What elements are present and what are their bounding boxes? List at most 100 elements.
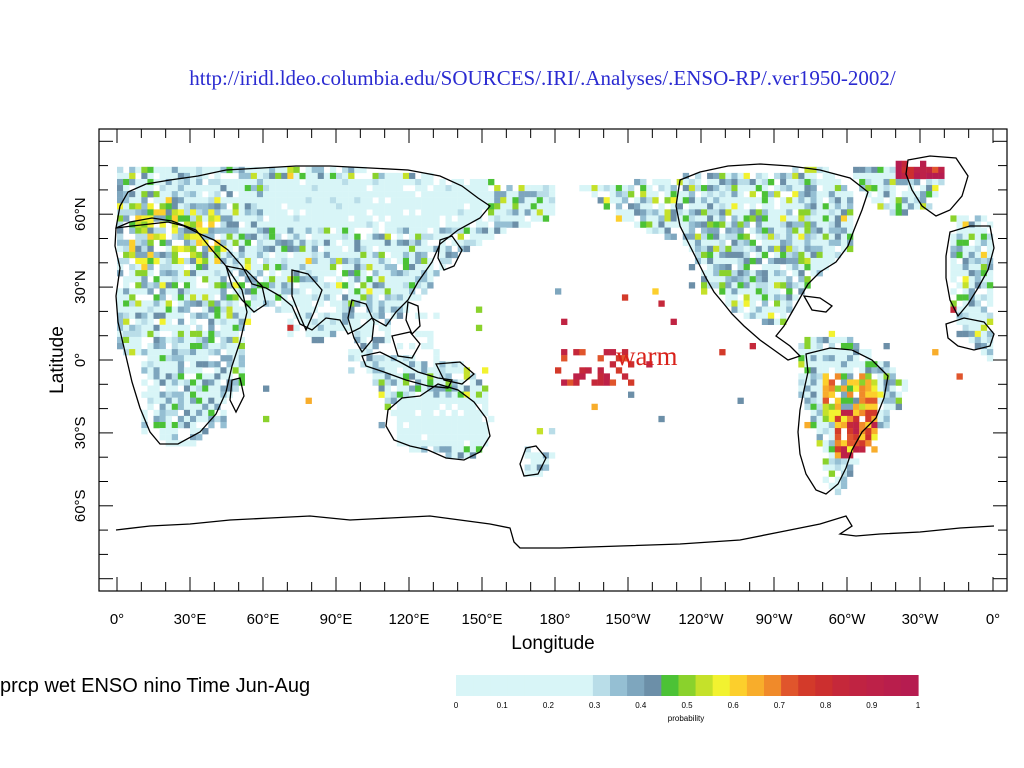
grid-cell — [232, 300, 239, 307]
grid-cell — [542, 203, 550, 210]
grid-cell — [907, 191, 915, 198]
grid-cell — [871, 434, 878, 441]
grid-cell — [293, 172, 300, 180]
grid-cell — [840, 452, 848, 459]
grid-cell — [877, 191, 884, 198]
grid-cell — [810, 336, 817, 344]
grid-cell — [190, 434, 197, 441]
grid-cell — [147, 355, 154, 362]
grid-cell — [688, 197, 696, 204]
grid-cell — [250, 178, 258, 186]
grid-cell — [469, 178, 477, 186]
grid-cell — [159, 185, 166, 192]
grid-cell — [129, 221, 136, 228]
grid-cell — [956, 239, 963, 247]
grid-cell — [342, 172, 349, 180]
grid-cell — [390, 288, 398, 295]
grid-cell — [250, 185, 258, 192]
grid-cell — [847, 446, 854, 453]
grid-cell — [980, 257, 988, 265]
grid-cell — [804, 251, 811, 259]
grid-cell — [725, 251, 732, 259]
grid-cell — [196, 342, 203, 350]
y-tick-label: 30°N — [72, 270, 89, 304]
grid-cell — [542, 191, 550, 198]
grid-cell — [275, 197, 282, 204]
grid-cell — [153, 385, 160, 392]
grid-cell — [384, 336, 391, 344]
grid-cell — [372, 221, 379, 228]
grid-cell — [244, 227, 252, 234]
grid-cell — [792, 185, 799, 192]
grid-cell — [840, 361, 848, 368]
grid-cell — [147, 318, 154, 325]
grid-cell — [317, 203, 325, 210]
grid-cell — [761, 282, 769, 289]
grid-cell — [457, 203, 464, 210]
grid-cell — [402, 282, 410, 289]
grid-cell — [244, 288, 252, 295]
grid-cell — [153, 330, 160, 338]
grid-cell — [816, 215, 823, 222]
grid-cell — [409, 397, 416, 404]
grid-cell — [457, 239, 464, 247]
grid-cell — [810, 403, 817, 411]
grid-cell — [439, 245, 446, 253]
grid-cell — [530, 452, 537, 459]
grid-cell — [548, 185, 556, 192]
colorbar-swatch — [781, 675, 799, 696]
grid-cell — [123, 276, 130, 283]
grid-cell — [317, 227, 325, 234]
grid-cell — [871, 385, 878, 392]
grid-cell — [445, 367, 452, 374]
grid-cell — [986, 300, 994, 307]
colorbar-swatch — [798, 675, 816, 696]
grid-cell — [214, 185, 221, 192]
grid-cell — [956, 318, 963, 325]
grid-cell — [615, 191, 623, 198]
grid-cell — [287, 288, 294, 295]
grid-cell — [445, 185, 452, 192]
grid-cell — [366, 251, 373, 259]
grid-cell — [834, 458, 842, 465]
grid-cell — [135, 288, 142, 295]
grid-cell — [287, 257, 294, 265]
grid-cell — [396, 233, 404, 240]
grid-cell — [190, 318, 197, 325]
grid-cell — [767, 239, 775, 247]
grid-cell — [482, 385, 489, 392]
grid-cell — [390, 239, 398, 247]
grid-cell — [177, 294, 185, 301]
grid-cell — [810, 245, 817, 253]
grid-cell — [512, 221, 519, 228]
grid-cell — [786, 264, 793, 271]
grid-cell — [311, 215, 318, 222]
grid-cell — [171, 379, 179, 386]
grid-cell — [336, 185, 343, 192]
grid-cell — [421, 197, 428, 204]
grid-cell — [743, 264, 750, 271]
grid-cell — [822, 421, 829, 429]
source-url[interactable]: http://iridl.ldeo.columbia.edu/SOURCES/.… — [189, 66, 896, 90]
grid-cell — [348, 209, 355, 216]
grid-cell — [536, 191, 544, 198]
grid-cell — [360, 276, 367, 283]
grid-cell — [323, 215, 331, 222]
grid-cell — [628, 379, 635, 386]
grid-cell — [177, 185, 185, 192]
x-tick-label: 60°E — [247, 611, 280, 628]
grid-cell — [950, 270, 957, 277]
grid-cell — [421, 245, 428, 253]
grid-cell — [530, 185, 537, 192]
grid-cell — [901, 191, 909, 198]
grid-cell — [475, 440, 483, 447]
grid-cell — [153, 197, 160, 204]
grid-cell — [293, 300, 300, 307]
grid-cell — [840, 191, 848, 198]
grid-cell — [329, 203, 337, 210]
coast-borneo — [391, 331, 421, 359]
grid-cell — [457, 391, 464, 398]
grid-cell — [731, 215, 738, 222]
grid-cell — [840, 403, 848, 411]
grid-cell — [457, 178, 464, 186]
